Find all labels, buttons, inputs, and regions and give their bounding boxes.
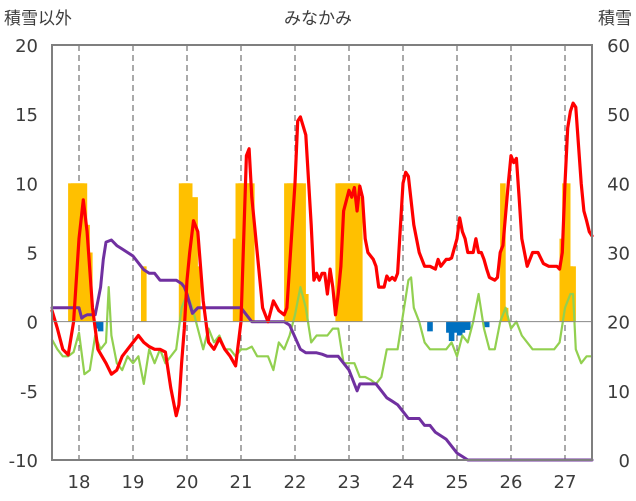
- left-tick-label: 5: [27, 244, 38, 265]
- precip-bar-negative: [483, 321, 490, 328]
- chart-title: みなかみ: [284, 9, 352, 29]
- precip-bar-positive: [192, 197, 198, 322]
- grid-lines: [78, 45, 566, 460]
- x-tick-label: 19: [122, 472, 145, 493]
- right-tick-label: 10: [607, 382, 630, 403]
- precip-bar-positive: [195, 266, 201, 322]
- precip-bar-negative: [451, 321, 458, 333]
- right-tick-label: 60: [607, 36, 630, 57]
- right-tick-label: 50: [607, 105, 630, 126]
- precip-bar-positive: [141, 266, 147, 322]
- plot-frame: [51, 44, 593, 461]
- x-tick-label: 20: [176, 472, 199, 493]
- precip-bar-negative: [465, 321, 471, 330]
- left-tick-label: 10: [15, 174, 38, 195]
- left-tick-label: 15: [15, 105, 38, 126]
- precip-bar-positive: [564, 183, 571, 322]
- precip-bar-positive: [249, 183, 255, 322]
- precip-bar-positive: [357, 197, 363, 322]
- precip-bar-negative: [459, 321, 466, 333]
- series-line-green: [50, 276, 594, 385]
- precip-bar-negative: [97, 321, 104, 332]
- precip-bar-positive: [500, 183, 506, 322]
- x-tick-label: 22: [284, 472, 307, 493]
- x-tick-label: 27: [554, 472, 577, 493]
- right-tick-label: 30: [607, 244, 630, 265]
- right-tick-label: 0: [619, 451, 630, 472]
- x-tick-label: 25: [446, 472, 469, 493]
- left-tick-label: 20: [15, 36, 38, 57]
- left-tick-label: -5: [20, 382, 38, 403]
- precip-bar-positive: [300, 183, 306, 322]
- x-tick-label: 21: [230, 472, 253, 493]
- left-tick-label: -10: [9, 451, 38, 472]
- precip-bar-positive: [502, 307, 509, 322]
- right-tick-label: 20: [607, 313, 630, 334]
- x-tick-label: 18: [68, 472, 91, 493]
- x-tick-label: 24: [392, 472, 415, 493]
- x-tick-label: 23: [338, 472, 361, 493]
- right-axis-label: 積雪: [598, 9, 632, 29]
- right-tick-label: 40: [607, 174, 630, 195]
- left-axis-label: 積雪以外: [4, 9, 72, 29]
- precip-bar-negative: [427, 321, 433, 332]
- left-tick-label: 0: [27, 313, 38, 334]
- x-tick-label: 26: [500, 472, 523, 493]
- series-line-red: [50, 101, 594, 418]
